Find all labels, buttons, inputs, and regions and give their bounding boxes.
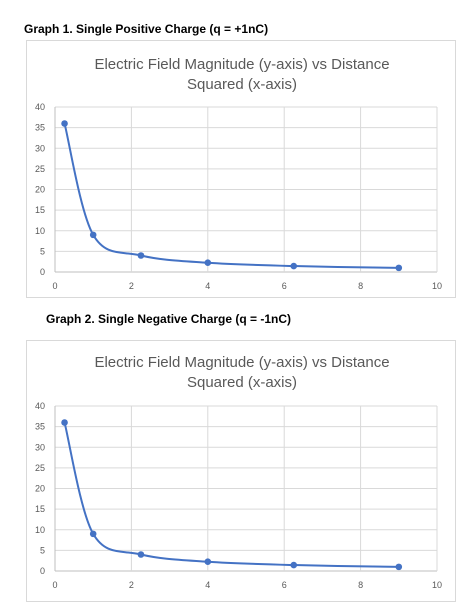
data-point [395, 264, 403, 272]
y-tick-label: 30 [35, 143, 45, 153]
x-tick-label: 6 [282, 580, 287, 590]
chart-title-line-2: Squared (x-axis) [187, 76, 297, 93]
graph-1-heading: Graph 1. Single Positive Charge (q = +1n… [24, 22, 269, 36]
x-tick-label: 0 [52, 281, 57, 291]
data-point [89, 231, 97, 239]
y-tick-label: 5 [40, 545, 45, 555]
y-tick-label: 15 [35, 205, 45, 215]
data-point [290, 561, 298, 569]
y-tick-label: 35 [35, 422, 45, 432]
y-tick-label: 20 [35, 484, 45, 494]
y-tick-label: 10 [35, 525, 45, 535]
y-tick-label: 10 [35, 226, 45, 236]
data-point [137, 551, 145, 558]
x-tick-label: 2 [129, 281, 134, 291]
series-line [63, 422, 399, 568]
y-tick-label: 20 [35, 185, 45, 195]
x-tick-label: 10 [432, 281, 442, 291]
x-tick-label: 8 [358, 281, 363, 291]
x-tick-label: 10 [432, 580, 442, 590]
chart-title-line-1: Electric Field Magnitude (y-axis) vs Dis… [94, 56, 389, 73]
graph-2-heading: Graph 2. Single Negative Charge (q = -1n… [46, 312, 292, 326]
y-tick-label: 0 [40, 267, 45, 277]
y-tick-label: 30 [35, 442, 45, 452]
y-tick-label: 25 [35, 463, 45, 473]
y-tick-label: 0 [40, 566, 45, 576]
y-tick-label: 25 [35, 164, 45, 174]
data-point [137, 252, 145, 259]
data-point [290, 262, 298, 270]
series-line [63, 123, 399, 269]
x-tick-label: 4 [205, 580, 210, 590]
x-tick-label: 6 [282, 281, 287, 291]
x-tick-label: 2 [129, 580, 134, 590]
chart-2: Electric Field Magnitude (y-axis) vs Dis… [26, 340, 456, 602]
y-tick-label: 40 [35, 401, 45, 411]
y-tick-label: 5 [40, 246, 45, 256]
data-point [395, 563, 403, 571]
data-point [61, 419, 68, 426]
y-tick-label: 35 [35, 123, 45, 133]
chart-title-line-2: Squared (x-axis) [187, 374, 297, 391]
chart-1-svg: Electric Field Magnitude (y-axis) vs Dis… [35, 56, 442, 291]
y-tick-label: 40 [35, 102, 45, 112]
y-tick-label: 15 [35, 504, 45, 514]
x-tick-label: 8 [358, 580, 363, 590]
data-point [204, 259, 212, 267]
x-tick-label: 4 [205, 281, 210, 291]
chart-1: Electric Field Magnitude (y-axis) vs Dis… [26, 40, 456, 298]
data-point [204, 558, 212, 566]
chart-title-line-1: Electric Field Magnitude (y-axis) vs Dis… [94, 354, 389, 371]
data-point [89, 530, 97, 538]
data-point [61, 120, 68, 127]
chart-2-svg: Electric Field Magnitude (y-axis) vs Dis… [35, 354, 442, 590]
x-tick-label: 0 [52, 580, 57, 590]
